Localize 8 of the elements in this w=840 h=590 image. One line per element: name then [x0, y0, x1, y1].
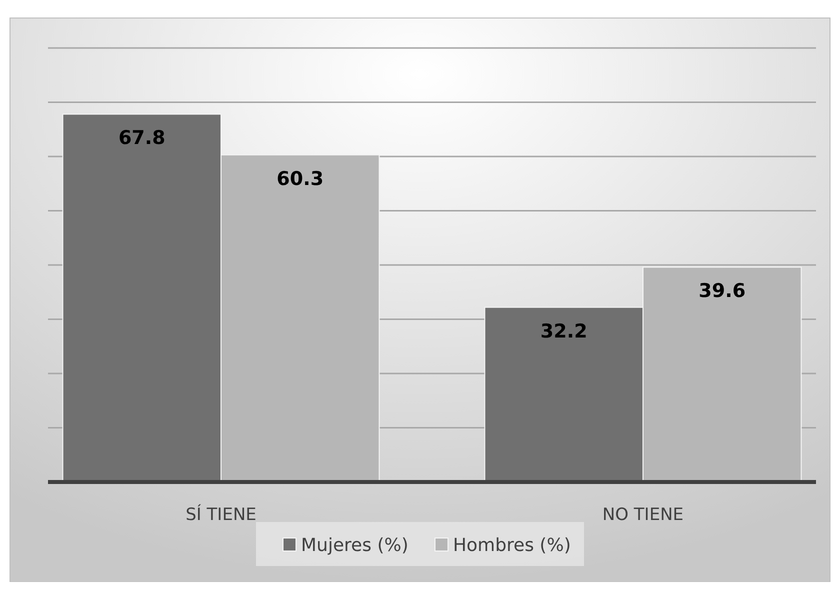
data-label: 60.3: [276, 168, 324, 190]
data-label: 39.6: [698, 280, 746, 302]
x-tick-label: NO TIENE: [602, 505, 684, 525]
data-label: 67.8: [118, 127, 166, 150]
legend-label: Mujeres (%): [301, 535, 408, 556]
x-tick-label: SÍ TIENE: [186, 504, 256, 525]
legend-label: Hombres (%): [453, 535, 571, 556]
data-label: 32.2: [540, 320, 588, 342]
